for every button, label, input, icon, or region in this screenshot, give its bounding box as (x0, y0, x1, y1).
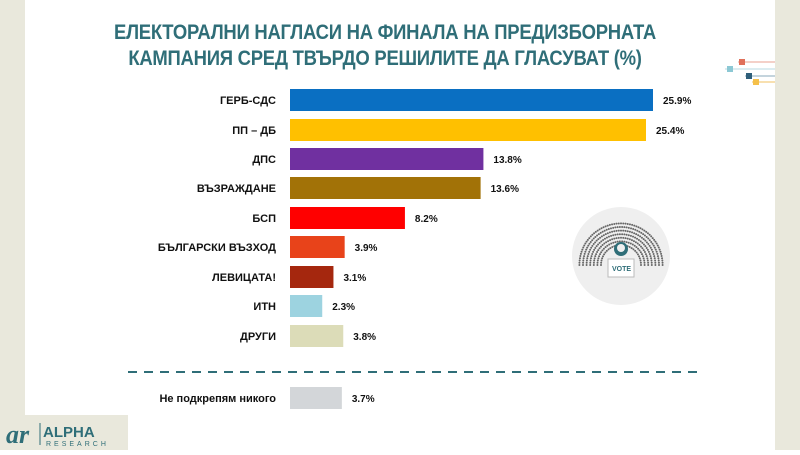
decorative-lines-icon (725, 59, 775, 85)
parliament-vote-icon: VOTE (572, 207, 670, 305)
category-label: ДПС (252, 154, 276, 166)
category-label: БСП (252, 213, 276, 225)
svg-text:ɑr: ɑr (6, 420, 30, 449)
chart-title: ЕЛЕКТОРАЛНИ НАГЛАСИ НА ФИНАЛА НА ПРЕДИЗБ… (81, 20, 688, 72)
bar (290, 236, 345, 258)
title-line-2: КАМПАНИЯ СРЕД ТВЪРДО РЕШИЛИТЕ ДА ГЛАСУВА… (128, 47, 642, 70)
separate-bar (290, 387, 342, 409)
category-label: БЪЛГАРСКИ ВЪЗХОД (158, 242, 276, 254)
bar (290, 325, 344, 347)
value-label: 13.6% (491, 184, 519, 195)
svg-text:VOTE: VOTE (612, 266, 631, 273)
value-label: 25.9% (663, 96, 691, 107)
bar (290, 119, 646, 141)
bar (290, 148, 484, 170)
category-label: ГЕРБ-СДС (220, 95, 276, 107)
category-label: ВЪЗРАЖДАНЕ (197, 183, 276, 195)
right-band (775, 0, 800, 450)
category-label: ИТН (253, 301, 276, 313)
separate-value-label: 3.7% (352, 394, 375, 405)
bar (290, 295, 323, 317)
value-label: 13.8% (493, 155, 521, 166)
value-label: 8.2% (415, 214, 438, 225)
svg-text:ALPHA: ALPHA (43, 424, 95, 441)
left-band (0, 0, 25, 450)
value-label: 3.9% (355, 243, 378, 254)
svg-text:RESEARCH: RESEARCH (46, 441, 109, 448)
value-label: 3.8% (353, 332, 376, 343)
bar (290, 266, 334, 288)
separate-category-label: Не подкрепям никого (159, 393, 276, 405)
category-label: ДРУГИ (240, 331, 276, 343)
category-label: ЛЕВИЦАТА! (212, 272, 276, 284)
value-label: 3.1% (343, 273, 366, 284)
title-line-1: ЕЛЕКТОРАЛНИ НАГЛАСИ НА ФИНАЛА НА ПРЕДИЗБ… (114, 21, 656, 44)
bar (290, 207, 405, 229)
category-label: ПП – ДБ (232, 125, 276, 137)
bar (290, 177, 481, 199)
alpha-research-logo: ɑr ALPHA RESEARCH (0, 415, 128, 450)
bar (290, 89, 653, 111)
value-label: 25.4% (656, 126, 684, 137)
value-label: 2.3% (332, 302, 355, 313)
